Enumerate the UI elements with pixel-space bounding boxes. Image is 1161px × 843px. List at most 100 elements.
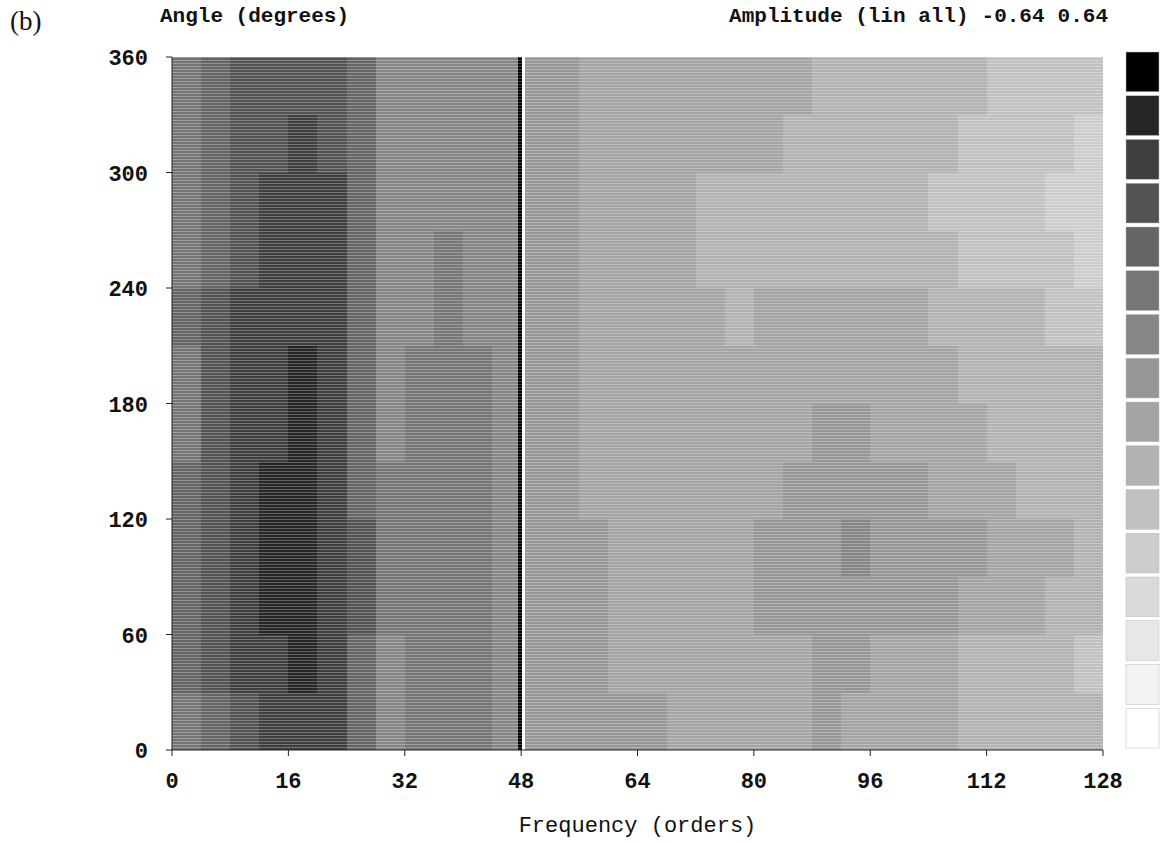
heatmap-cell <box>696 57 725 115</box>
heatmap-cell <box>172 288 201 346</box>
heatmap-cell <box>550 403 579 461</box>
heatmap-cell <box>201 345 230 403</box>
heatmap-cell <box>1016 576 1045 634</box>
y-tick-label: 0 <box>135 740 148 765</box>
heatmap-cell <box>696 692 725 750</box>
y-tick <box>166 172 172 173</box>
heatmap-cell <box>1016 288 1045 346</box>
heatmap-cell <box>812 692 841 750</box>
heatmap-cell <box>928 461 957 519</box>
heatmap-cell <box>518 57 522 115</box>
heatmap-cell <box>870 288 899 346</box>
heatmap-cell <box>667 57 696 115</box>
heatmap-cell <box>230 634 259 692</box>
heatmap-cell <box>405 288 434 346</box>
heatmap-cell <box>696 288 725 346</box>
colorbar-level <box>1126 708 1159 748</box>
heatmap-cell <box>958 519 987 577</box>
heatmap-cell <box>725 576 754 634</box>
heatmap-cell <box>230 345 259 403</box>
heatmap-cell <box>870 634 899 692</box>
heatmap-cell <box>405 345 434 403</box>
heatmap-cell <box>405 519 434 577</box>
heatmap-cell <box>812 519 841 577</box>
heatmap-cell <box>172 576 201 634</box>
heatmap-cell <box>317 403 346 461</box>
heatmap-cell <box>579 576 608 634</box>
x-tick-label: 112 <box>967 770 1007 795</box>
heatmap-cell <box>317 288 346 346</box>
heatmap-cell <box>172 345 201 403</box>
heatmap-cell <box>550 345 579 403</box>
heatmap-cell <box>317 230 346 288</box>
heatmap-cell <box>550 172 579 230</box>
heatmap-cell <box>1016 172 1045 230</box>
heatmap-cell <box>317 172 346 230</box>
heatmap-cell <box>638 461 667 519</box>
heatmap-cell <box>1016 403 1045 461</box>
heatmap-cell <box>841 519 870 577</box>
heatmap-cell <box>638 172 667 230</box>
heatmap-cell <box>812 576 841 634</box>
heatmap-cell <box>347 634 376 692</box>
heatmap-cell <box>899 172 928 230</box>
heatmap-cell <box>783 576 812 634</box>
heatmap-cell <box>201 57 230 115</box>
heatmap-cell <box>667 114 696 172</box>
heatmap-cell <box>958 288 987 346</box>
heatmap-cell <box>347 519 376 577</box>
heatmap-cell <box>259 345 288 403</box>
heatmap-cell <box>201 692 230 750</box>
colorbar-level <box>1126 446 1159 486</box>
heatmap-cell <box>288 172 317 230</box>
heatmap-cell <box>230 403 259 461</box>
heatmap-cell <box>987 461 1016 519</box>
heatmap-cell <box>1074 230 1103 288</box>
heatmap-cell <box>667 576 696 634</box>
heatmap-cell <box>347 345 376 403</box>
x-axis-title: Frequency (orders) <box>519 814 757 839</box>
colorbar-level <box>1126 183 1159 223</box>
heatmap-cell <box>434 634 463 692</box>
heatmap-cell <box>841 576 870 634</box>
heatmap-cell <box>608 461 637 519</box>
heatmap-cell <box>550 692 579 750</box>
heatmap-cell <box>987 403 1016 461</box>
heatmap-cell <box>463 230 492 288</box>
x-tick-label: 16 <box>275 770 301 795</box>
x-tick-label: 64 <box>624 770 650 795</box>
heatmap-cell <box>317 692 346 750</box>
heatmap-cell <box>463 288 492 346</box>
heatmap-cell <box>230 576 259 634</box>
heatmap-cell <box>667 345 696 403</box>
colorbar-level <box>1126 533 1159 573</box>
heatmap-cell <box>870 345 899 403</box>
x-tick-label: 0 <box>165 770 178 795</box>
heatmap-cell <box>899 230 928 288</box>
heatmap-cell <box>870 519 899 577</box>
heatmap-cell <box>492 403 518 461</box>
heatmap-cell <box>463 345 492 403</box>
heatmap-cell <box>376 403 405 461</box>
heatmap-cell <box>754 172 783 230</box>
heatmap-cell <box>492 288 518 346</box>
heatmap-cell <box>522 345 526 403</box>
heatmap-cell <box>525 172 550 230</box>
heatmap-cell <box>376 57 405 115</box>
heatmap-cell <box>754 288 783 346</box>
heatmap-cell <box>347 172 376 230</box>
heatmap-cell <box>492 576 518 634</box>
heatmap-cell <box>288 57 317 115</box>
heatmap-cell <box>841 461 870 519</box>
heatmap-cell <box>928 57 957 115</box>
heatmap-cell <box>317 345 346 403</box>
heatmap-cell <box>696 230 725 288</box>
heatmap-cell <box>492 172 518 230</box>
heatmap-cell <box>608 230 637 288</box>
x-tick <box>986 750 987 756</box>
heatmap-cell <box>518 345 522 403</box>
heatmap-cell <box>696 634 725 692</box>
heatmap-cell <box>783 403 812 461</box>
heatmap-cell <box>696 519 725 577</box>
heatmap-cell <box>288 576 317 634</box>
